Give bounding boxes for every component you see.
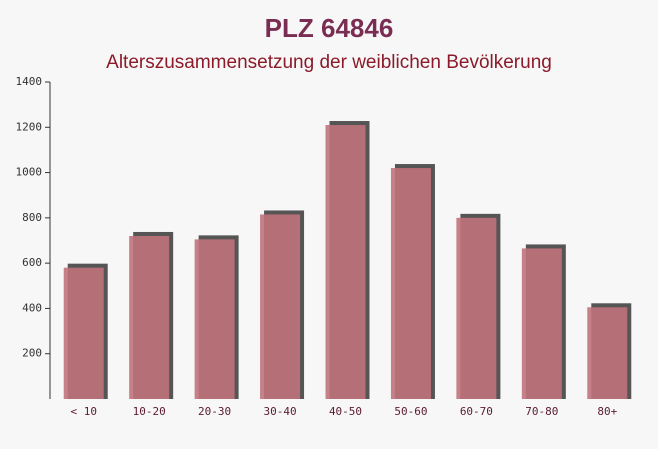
x-tick-label: 20-30 bbox=[198, 405, 231, 418]
y-tick-label: 1400 bbox=[16, 75, 43, 88]
bar bbox=[194, 239, 235, 399]
y-tick-label: 400 bbox=[22, 301, 42, 314]
bar bbox=[587, 307, 628, 399]
x-tick-label: 70-80 bbox=[525, 405, 558, 418]
bar bbox=[129, 235, 170, 399]
chart-title: PLZ 64846 bbox=[265, 13, 394, 43]
bar bbox=[456, 217, 497, 399]
x-tick-label: 10-20 bbox=[133, 405, 166, 418]
x-tick-label: < 10 bbox=[70, 405, 97, 418]
x-tick-label: 80+ bbox=[597, 405, 617, 418]
bar bbox=[325, 125, 366, 400]
bar bbox=[521, 248, 562, 399]
x-tick-label: 50-60 bbox=[394, 405, 427, 418]
bar bbox=[390, 168, 431, 399]
chart-subtitle: Alterszusammensetzung der weiblichen Bev… bbox=[106, 52, 552, 73]
x-tick-label: 30-40 bbox=[263, 405, 296, 418]
x-tick-label: 60-70 bbox=[460, 405, 493, 418]
y-tick-label: 1000 bbox=[16, 166, 43, 179]
bar bbox=[63, 267, 104, 399]
y-tick-label: 1200 bbox=[16, 120, 43, 133]
y-tick-label: 800 bbox=[22, 211, 42, 224]
bar bbox=[260, 214, 301, 399]
y-tick-label: 200 bbox=[22, 347, 42, 360]
y-tick-label: 600 bbox=[22, 256, 42, 269]
x-tick-label: 40-50 bbox=[329, 405, 362, 418]
